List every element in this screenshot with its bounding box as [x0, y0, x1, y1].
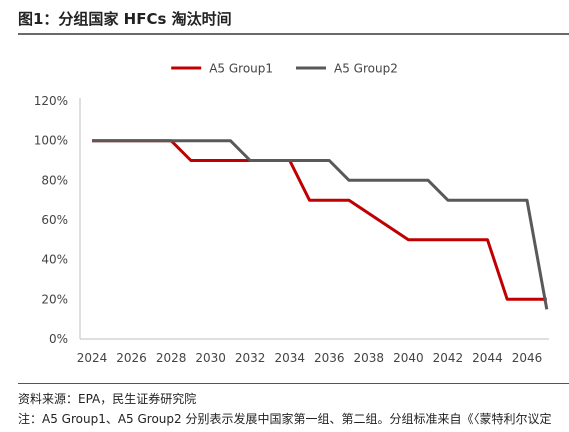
series-line — [92, 139, 547, 301]
x-tick-label: 2038 — [354, 351, 385, 365]
x-tick-label: 2042 — [433, 351, 464, 365]
y-tick-label: 80% — [41, 173, 68, 187]
series-line — [92, 139, 549, 310]
chart-title: 图1：分组国家 HFCs 淘汰时间 — [18, 10, 232, 28]
x-tick-label: 2028 — [156, 351, 187, 365]
legend: A5 Group1 A5 Group2 — [171, 62, 398, 76]
y-tick-label: 20% — [41, 292, 68, 306]
y-axis: 0% 20% 40% 60% 80% 100% 120% — [34, 94, 81, 346]
x-tick-label: 2046 — [512, 351, 543, 365]
x-tick-label: 2034 — [274, 351, 305, 365]
y-tick-label: 60% — [41, 213, 68, 227]
y-tick-label: 0% — [49, 332, 68, 346]
legend-label: A5 Group1 — [209, 62, 273, 76]
footer-divider — [18, 383, 569, 384]
x-tick-label: 2040 — [393, 351, 424, 365]
x-axis: 2024 2026 2028 2030 2032 2034 2036 2038 2040 2042… — [77, 338, 549, 365]
x-tick-label: 2026 — [116, 351, 147, 365]
y-tick-label: 40% — [41, 253, 68, 267]
source-note: 资料来源：EPA，民生证券研究院 — [18, 392, 197, 406]
footnote: 注：A5 Group1、A5 Group2 分别表示发展中国家第一组、第二组。分… — [18, 412, 552, 426]
legend-label: A5 Group2 — [334, 62, 398, 76]
x-tick-label: 2036 — [314, 351, 345, 365]
x-tick-label: 2032 — [235, 351, 266, 365]
series-lines — [92, 139, 549, 310]
x-tick-label: 2044 — [472, 351, 503, 365]
y-tick-label: 100% — [34, 134, 68, 148]
y-tick-label: 120% — [34, 94, 68, 108]
x-tick-label: 2030 — [195, 351, 226, 365]
x-tick-label: 2024 — [77, 351, 108, 365]
line-chart: A5 Group1 A5 Group2 0% 20% 40% 60% 80% 100% 120… — [34, 62, 549, 365]
title-divider — [18, 33, 569, 35]
